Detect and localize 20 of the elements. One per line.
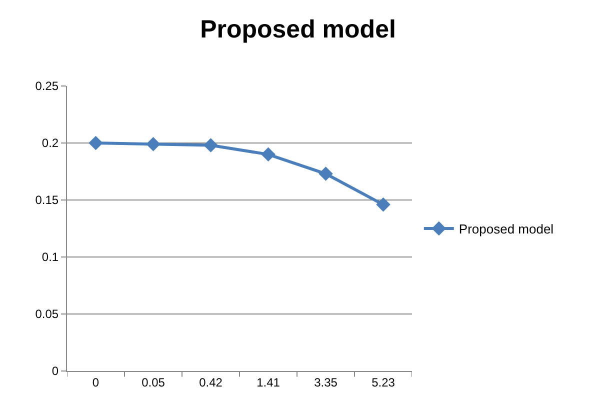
y-tick-label: 0	[52, 364, 59, 378]
point	[376, 197, 390, 212]
y-tick-label: 0.25	[35, 79, 59, 94]
y-tick-label: 0.1	[42, 250, 59, 264]
y-tick-label: 0.05	[35, 307, 59, 322]
y-tick-label: 0.2	[42, 136, 59, 150]
x-tick-label: 1.41	[256, 375, 280, 390]
legend-label: Proposed model	[458, 222, 554, 237]
x-tick-label: 0.42	[199, 375, 223, 390]
point	[88, 136, 103, 150]
y-tick-label: 0.15	[35, 193, 59, 208]
point	[146, 136, 160, 152]
x-tick-label: 0	[92, 375, 100, 390]
x-tick-label: 0.05	[142, 375, 166, 390]
x-tick-label: 5.23	[372, 375, 396, 390]
point	[204, 138, 218, 152]
chart-title: Proposed model	[200, 16, 396, 44]
x-tick-label: 3.35	[314, 375, 338, 390]
point	[318, 166, 333, 181]
point	[261, 147, 276, 162]
